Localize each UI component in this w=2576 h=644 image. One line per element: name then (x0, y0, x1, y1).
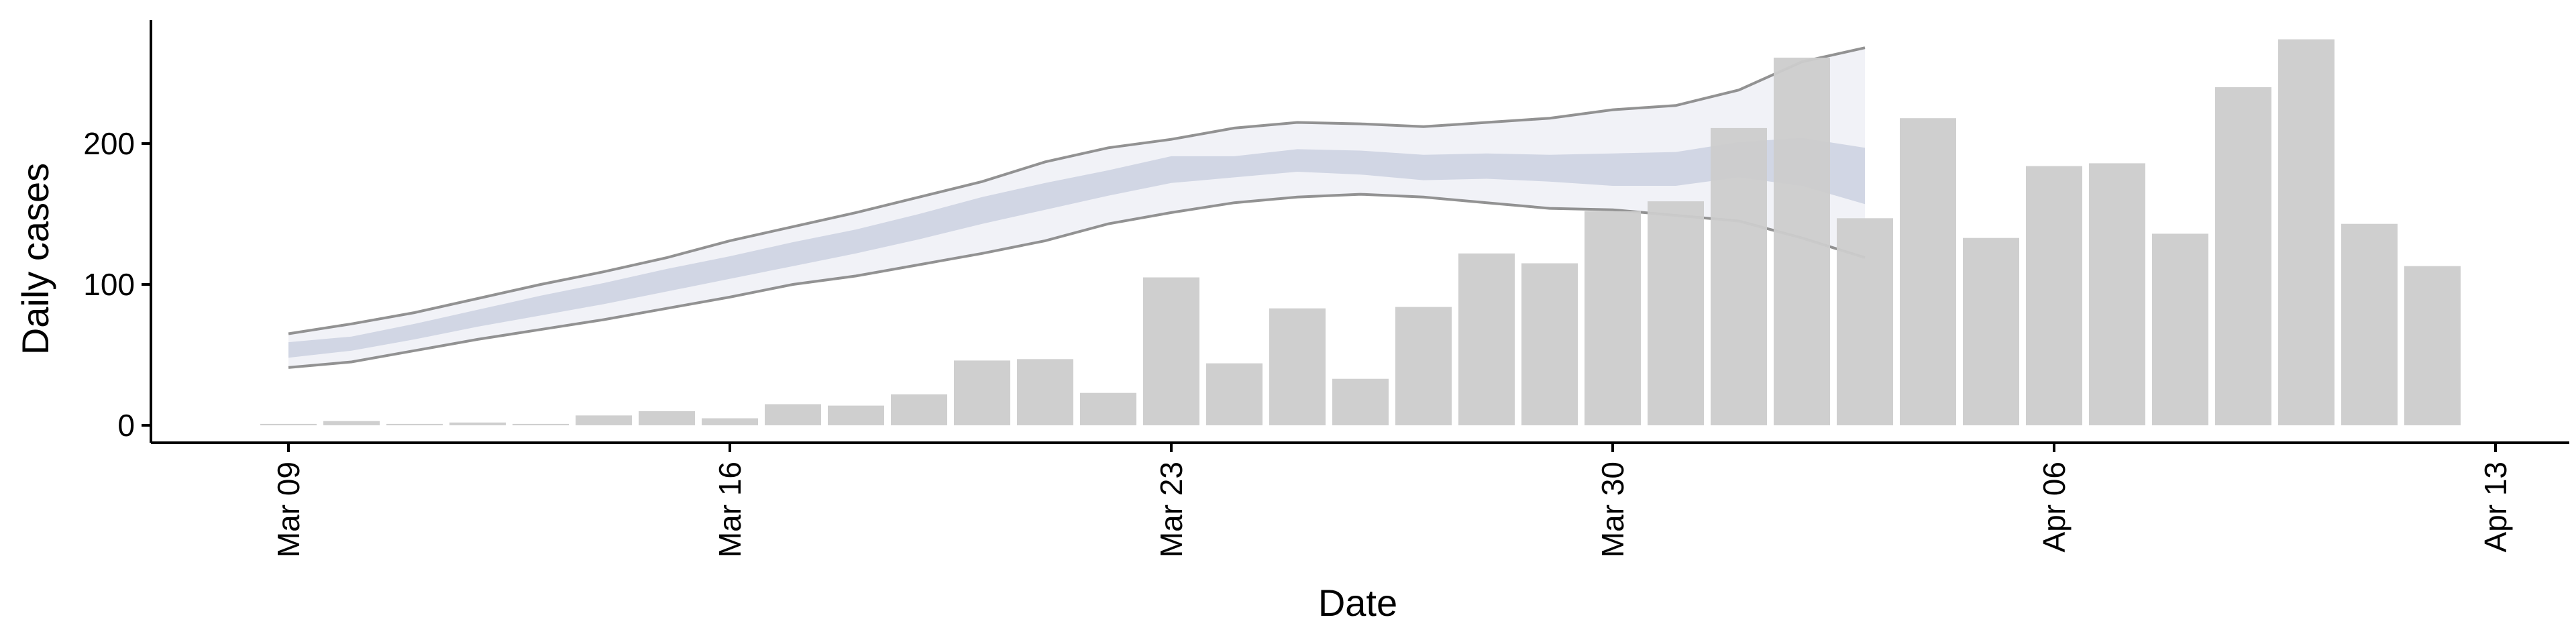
case-bar (828, 405, 884, 425)
case-bar (1332, 378, 1389, 425)
case-bar (1837, 218, 1893, 425)
x-tick-label: Apr 13 (2478, 462, 2513, 553)
case-bar (702, 418, 758, 425)
x-tick-label: Mar 16 (712, 462, 747, 557)
case-bar (1585, 211, 1641, 425)
case-bar (891, 394, 947, 425)
case-bar (449, 422, 506, 425)
case-bar (1269, 308, 1326, 425)
case-bar (2404, 266, 2461, 425)
case-bar (1648, 201, 1704, 425)
nowcast-bands (288, 46, 1866, 369)
case-bar (1521, 263, 1578, 425)
nowcast-50-band (288, 138, 1865, 358)
case-bar (1711, 127, 1767, 425)
nowcast-upper-line (288, 46, 1866, 335)
case-bar (954, 360, 1010, 425)
case-bar (1458, 253, 1515, 425)
nowcast-lower-line (288, 193, 1866, 369)
x-tick-label: Mar 09 (271, 462, 306, 557)
case-bar (765, 404, 821, 425)
case-bar (639, 411, 695, 425)
y-axis-title: Daily cases (14, 163, 56, 355)
case-bar (2089, 163, 2145, 425)
case-bar (1900, 118, 1956, 425)
case-bar (2152, 233, 2208, 425)
case-bar (2278, 39, 2334, 426)
case-bar (323, 421, 380, 425)
case-bar (2341, 223, 2398, 425)
y-tick-label: 100 (83, 267, 135, 302)
case-bar (2026, 166, 2082, 425)
x-tick-label: Apr 06 (2037, 462, 2072, 553)
case-bar (1963, 237, 2019, 425)
case-bars (260, 39, 2461, 426)
y-tick-label: 0 (117, 408, 135, 443)
case-bar (576, 415, 632, 425)
case-bar (2215, 87, 2271, 425)
case-bar (1017, 359, 1073, 425)
x-axis-title: Date (1318, 582, 1397, 624)
case-bar (1143, 277, 1199, 425)
case-bar (1774, 57, 1830, 425)
case-bar (386, 423, 443, 425)
y-tick-label: 200 (83, 126, 135, 161)
case-bar (1206, 363, 1263, 425)
axes: 0 100 200 Mar 09 Mar 16 Mar 23 Mar 30 Apr 06 Apr… (83, 20, 2569, 557)
case-bar (1080, 392, 1136, 425)
x-tick-label: Mar 30 (1595, 462, 1630, 557)
case-bar (1395, 307, 1452, 425)
x-tick-label: Mar 23 (1154, 462, 1189, 557)
case-bar (513, 423, 569, 425)
case-bar (260, 423, 317, 425)
